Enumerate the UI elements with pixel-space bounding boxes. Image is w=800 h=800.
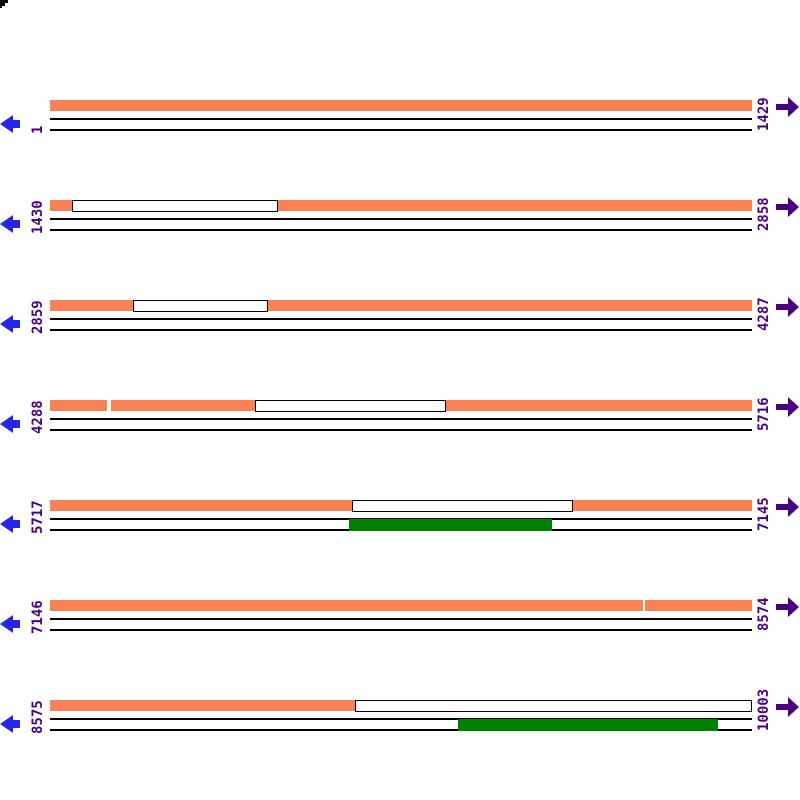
match-segment <box>278 200 752 211</box>
gap-segment <box>72 200 278 212</box>
alignment-bar <box>0 600 800 612</box>
row-end-coordinate: 7145 <box>756 497 772 531</box>
alignment-row: 8575 10003 <box>0 689 800 800</box>
corner-glyph-fragment <box>0 0 8 8</box>
gap-tick <box>107 400 111 411</box>
row-end-coordinate: 8574 <box>756 597 772 631</box>
scroll-right-arrow-icon[interactable] <box>776 595 800 619</box>
alignment-row: 1430 2858 <box>0 197 800 300</box>
sequence-line-bottom <box>50 729 752 731</box>
match-segment <box>50 600 643 611</box>
alignment-bar <box>0 500 800 512</box>
match-segment <box>645 600 752 611</box>
gap-segment <box>255 400 446 412</box>
alignment-row: 1 1429 <box>0 97 800 200</box>
match-segment <box>446 400 752 411</box>
scroll-left-arrow-icon[interactable] <box>0 113 20 135</box>
match-segment <box>50 400 107 411</box>
match-segment <box>111 400 255 411</box>
row-end-coordinate: 2858 <box>756 197 772 231</box>
sequence-line-bottom <box>50 229 752 231</box>
sequence-line-top <box>50 318 752 320</box>
match-segment <box>50 100 752 111</box>
sequence-line-top <box>50 718 752 720</box>
sequence-line-top <box>50 218 752 220</box>
match-segment <box>50 300 133 311</box>
scroll-left-arrow-icon[interactable] <box>0 513 20 535</box>
scroll-right-arrow-icon[interactable] <box>776 395 800 419</box>
sequence-line-top <box>50 618 752 620</box>
gap-segment <box>355 700 752 712</box>
sequence-line-top <box>50 118 752 120</box>
gap-tick <box>643 600 645 611</box>
gap-segment <box>133 300 268 312</box>
scroll-right-arrow-icon[interactable] <box>776 95 800 119</box>
match-segment <box>50 200 72 211</box>
alignment-row: 4288 5716 <box>0 397 800 500</box>
match-segment <box>50 700 355 711</box>
alignment-bar <box>0 100 800 112</box>
scroll-right-arrow-icon[interactable] <box>776 695 800 719</box>
sequence-line-top <box>50 518 752 520</box>
scroll-left-arrow-icon[interactable] <box>0 313 20 335</box>
sequence-line-top <box>50 418 752 420</box>
alignment-row: 7146 8574 <box>0 597 800 700</box>
scroll-right-arrow-icon[interactable] <box>776 195 800 219</box>
scroll-left-arrow-icon[interactable] <box>0 713 20 735</box>
alignment-bar <box>0 200 800 212</box>
alignment-row: 2859 4287 <box>0 297 800 400</box>
scroll-right-arrow-icon[interactable] <box>776 295 800 319</box>
sequence-line-bottom <box>50 429 752 431</box>
alignment-bar <box>0 400 800 412</box>
row-end-coordinate: 4287 <box>756 297 772 331</box>
sequence-line-bottom <box>50 629 752 631</box>
row-end-coordinate: 5716 <box>756 397 772 431</box>
scroll-right-arrow-icon[interactable] <box>776 495 800 519</box>
scroll-left-arrow-icon[interactable] <box>0 413 20 435</box>
scroll-left-arrow-icon[interactable] <box>0 613 20 635</box>
gap-segment <box>352 500 573 512</box>
alignment-row: 5717 7145 <box>0 497 800 600</box>
scroll-left-arrow-icon[interactable] <box>0 213 20 235</box>
row-end-coordinate: 1429 <box>756 97 772 131</box>
row-end-coordinate: 10003 <box>756 688 772 731</box>
feature-block <box>458 719 718 731</box>
sequence-line-bottom <box>50 329 752 331</box>
sequence-line-bottom <box>50 129 752 131</box>
alignment-bar <box>0 700 800 712</box>
match-segment <box>268 300 752 311</box>
feature-block <box>349 519 552 531</box>
row-start-coordinate: 1 <box>30 125 46 134</box>
match-segment <box>573 500 752 511</box>
alignment-bar <box>0 300 800 312</box>
match-segment <box>50 500 352 511</box>
